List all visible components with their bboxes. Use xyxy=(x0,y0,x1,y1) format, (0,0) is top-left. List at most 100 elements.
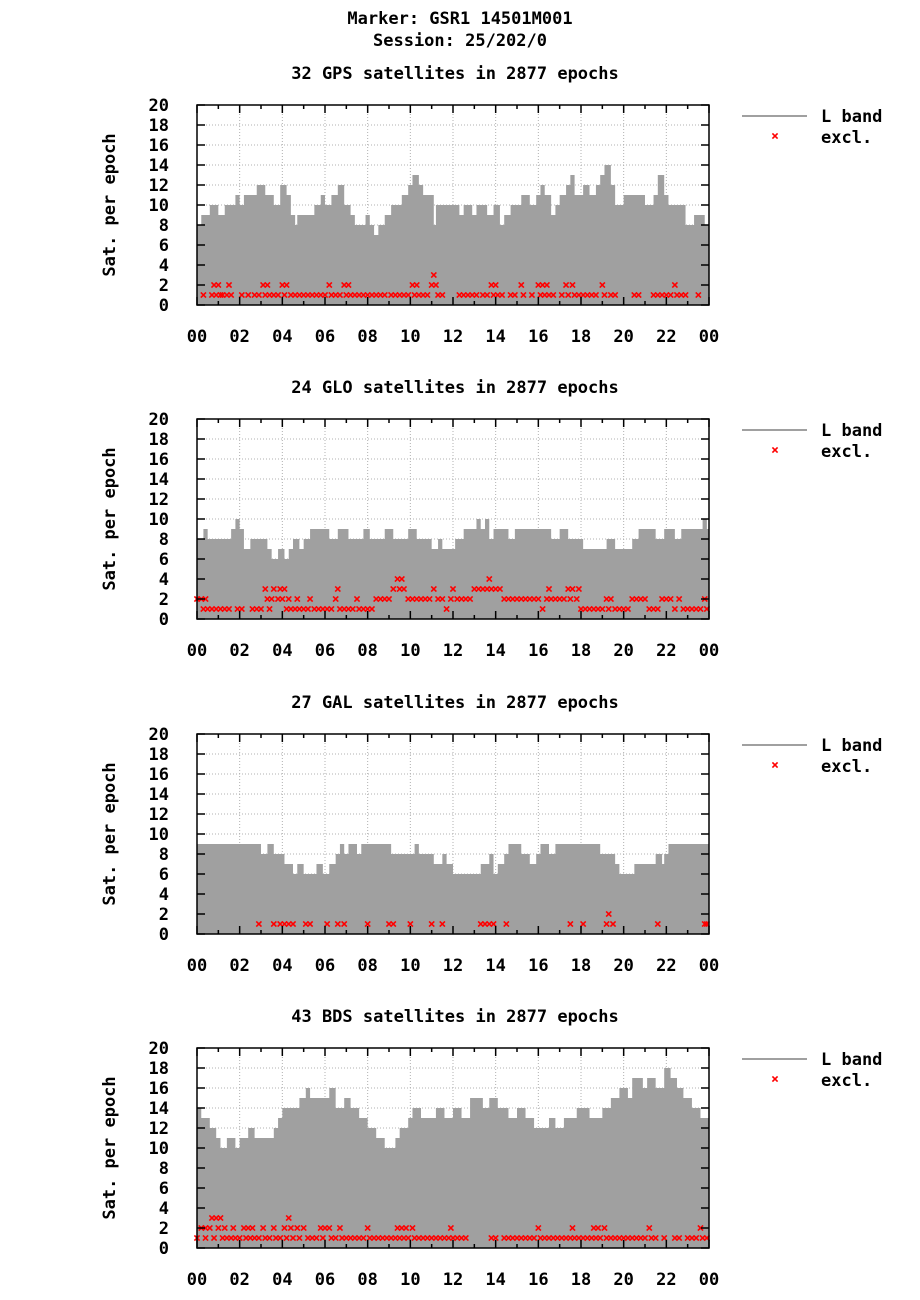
excl-marker xyxy=(321,291,329,299)
excl-marker xyxy=(334,585,341,593)
excl-marker xyxy=(385,595,393,603)
y-tick-label: 14 xyxy=(149,470,169,490)
x-tick-label: 12 xyxy=(443,327,463,347)
y-tick-label: 10 xyxy=(149,510,169,530)
x-tick-label: 06 xyxy=(315,641,335,661)
excl-marker xyxy=(543,281,551,289)
x-tick-label: 16 xyxy=(528,956,548,976)
excl-marker xyxy=(323,920,331,928)
excl-marker xyxy=(599,605,606,613)
excl-marker xyxy=(671,605,679,613)
excl-marker xyxy=(266,605,273,613)
y-tick-label: 4 xyxy=(159,570,169,590)
y-tick-label: 12 xyxy=(149,490,169,510)
excl-marker xyxy=(652,1234,659,1242)
excl-marker xyxy=(353,595,361,603)
excl-marker xyxy=(215,281,222,289)
series-area-l-band xyxy=(197,165,709,305)
x-tick-label: 10 xyxy=(400,327,420,347)
excl-marker xyxy=(550,291,557,299)
x-tick-label: 04 xyxy=(272,327,292,347)
y-tick-label: 2 xyxy=(159,1219,169,1239)
chart-panel-2: 27 GAL satellites in 2877 epochs Sat. per… xyxy=(100,693,882,976)
legend-excl-marker xyxy=(771,132,779,140)
x-tick-label: 02 xyxy=(229,641,249,661)
y-tick-label: 16 xyxy=(149,1079,169,1099)
x-tick-label: 08 xyxy=(357,327,377,347)
legend-label-excl: excl. xyxy=(821,442,872,462)
excl-marker xyxy=(528,291,536,299)
x-tick-label: 10 xyxy=(400,956,420,976)
excl-marker xyxy=(360,1234,367,1242)
y-tick-label: 16 xyxy=(149,765,169,785)
x-tick-label: 12 xyxy=(443,641,463,661)
excl-marker xyxy=(334,920,341,928)
excl-marker xyxy=(238,291,245,299)
excl-marker xyxy=(503,920,510,928)
chart-panel-3: 43 BDS satellites in 2877 epochs Sat. per… xyxy=(100,1007,882,1290)
x-tick-label: 18 xyxy=(571,641,591,661)
excl-marker xyxy=(238,605,245,613)
excl-marker xyxy=(447,1224,455,1232)
y-axis-label: Sat. per epoch xyxy=(100,762,120,905)
excl-marker xyxy=(486,575,493,583)
y-tick-label: 18 xyxy=(149,430,169,450)
excl-marker xyxy=(701,920,708,928)
excl-marker xyxy=(368,605,376,613)
excl-marker xyxy=(217,1214,224,1222)
excl-marker xyxy=(225,605,233,613)
y-tick-label: 20 xyxy=(149,725,169,745)
x-tick-label: 00 xyxy=(187,641,207,661)
y-tick-label: 0 xyxy=(159,610,169,630)
excl-marker xyxy=(426,595,433,603)
y-tick-label: 18 xyxy=(149,116,169,136)
excl-marker xyxy=(545,585,553,593)
excl-marker xyxy=(294,595,301,603)
excl-marker xyxy=(641,1234,649,1242)
excl-marker xyxy=(432,281,440,289)
excl-marker xyxy=(264,281,271,289)
x-tick-label: 10 xyxy=(400,641,420,661)
excl-marker xyxy=(202,1234,209,1242)
x-tick-label: 00 xyxy=(187,956,207,976)
x-tick-label: 00 xyxy=(699,956,719,976)
excl-marker xyxy=(398,575,405,583)
excl-marker xyxy=(210,1234,218,1242)
y-tick-label: 10 xyxy=(149,196,169,216)
excl-marker xyxy=(221,1224,228,1232)
excl-marker xyxy=(575,585,583,593)
y-tick-label: 6 xyxy=(159,1179,169,1199)
excl-marker xyxy=(268,595,275,603)
page-title: Marker: GSR1 14501M001 Session: 25/202/0 xyxy=(0,8,920,52)
excl-marker xyxy=(490,920,497,928)
excl-marker xyxy=(439,920,446,928)
y-tick-label: 20 xyxy=(149,1039,169,1059)
x-tick-label: 06 xyxy=(315,1270,335,1290)
x-tick-label: 22 xyxy=(656,956,676,976)
excl-marker xyxy=(277,1234,284,1242)
y-axis-label: Sat. per epoch xyxy=(100,1076,120,1219)
x-tick-label: 08 xyxy=(357,956,377,976)
excl-marker xyxy=(300,1224,307,1232)
excl-marker xyxy=(605,910,612,918)
y-axis-label: Sat. per epoch xyxy=(100,447,120,590)
x-tick-label: 16 xyxy=(528,327,548,347)
excl-marker xyxy=(573,595,580,603)
excl-marker xyxy=(492,281,499,289)
excl-marker xyxy=(319,1234,327,1242)
excl-marker xyxy=(430,271,437,279)
legend-excl-marker xyxy=(771,761,779,769)
excl-marker xyxy=(682,291,689,299)
excl-marker xyxy=(279,595,286,603)
excl-marker xyxy=(245,291,252,299)
excl-marker xyxy=(447,595,455,603)
x-tick-label: 14 xyxy=(485,956,505,976)
x-tick-label: 18 xyxy=(571,327,591,347)
excl-marker xyxy=(661,1234,668,1242)
legend-label-l-band: L band xyxy=(821,1050,882,1070)
excl-marker xyxy=(654,920,661,928)
marker-label: Marker: GSR1 14501M001 xyxy=(347,9,573,29)
x-tick-label: 04 xyxy=(272,1270,292,1290)
